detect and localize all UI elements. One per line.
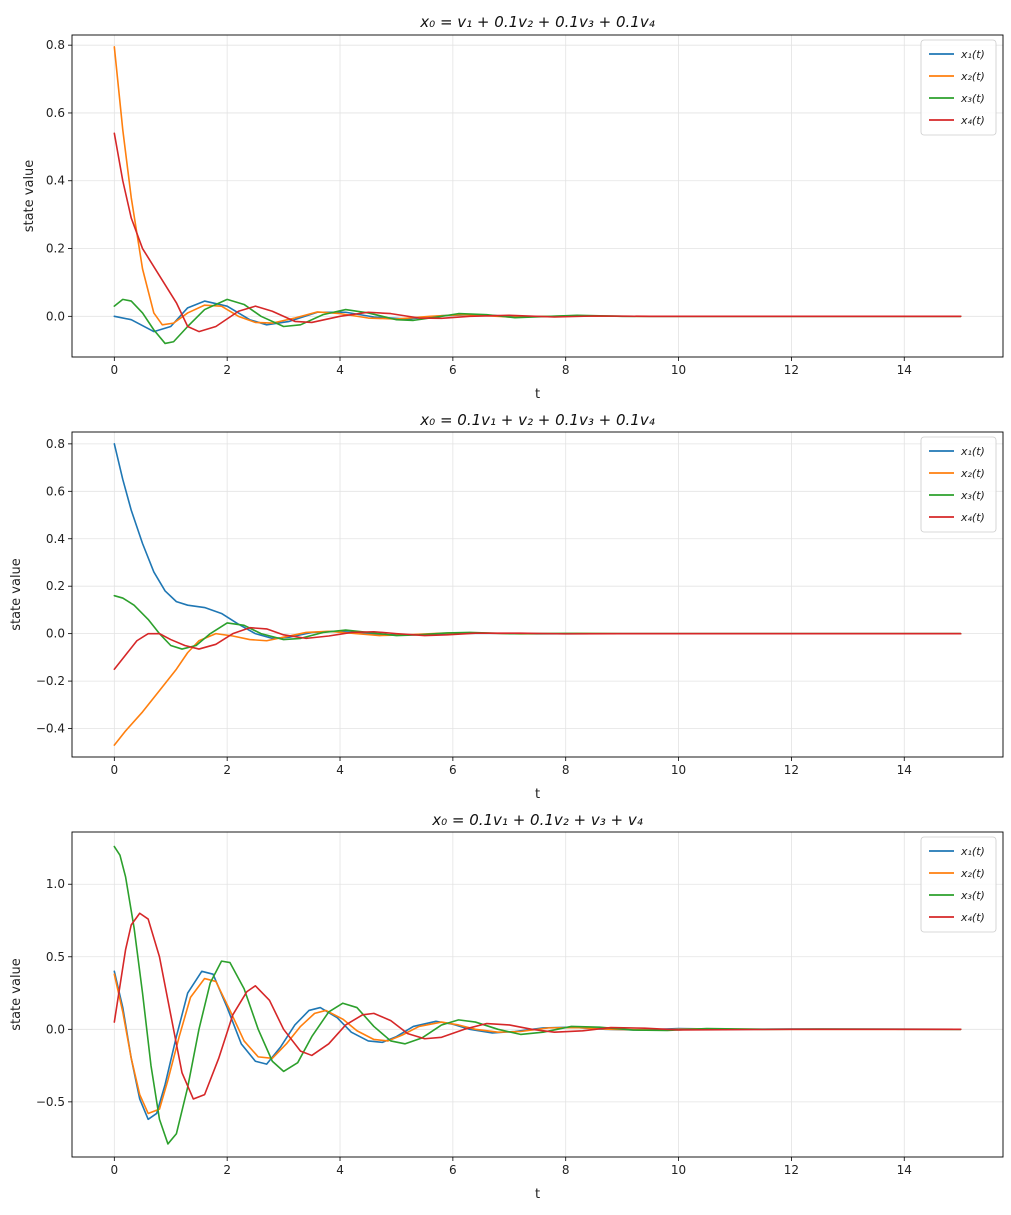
series-line-x3 [113, 298, 962, 345]
legend-label-x4: x₄(t) [960, 511, 985, 524]
y-tick-label: −0.4 [36, 722, 65, 736]
legend-label-x4: x₄(t) [960, 114, 985, 127]
legend-label-x2: x₂(t) [960, 467, 985, 480]
y-axis-label: state value [9, 958, 24, 1031]
y-tick-label: 0.0 [46, 1022, 65, 1036]
x-tick-label: 6 [449, 1163, 457, 1177]
legend-label-x1: x₁(t) [960, 445, 985, 458]
subplot-1: 0 2 4 6 8 10 12 14 0.0 0.2 0.4 0.6 0.8 x₀ = v₁ + 0.1v… [22, 13, 1004, 402]
y-tick-label: 0.0 [46, 627, 65, 641]
series-line-x4 [113, 132, 962, 333]
legend: x₁(t) x₂(t) x₃(t) x₄(t) [920, 836, 997, 933]
x-tick-label: 2 [223, 763, 231, 777]
x-tick-label: 14 [897, 763, 912, 777]
chart-title: x₀ = 0.1v₁ + v₂ + 0.1v₃ + 0.1v₄ [419, 411, 654, 429]
y-tick-label: 0.6 [46, 106, 65, 120]
y-axis-label: state value [9, 558, 24, 631]
x-tick-label: 6 [449, 363, 457, 377]
x-axis-label: t [535, 787, 540, 802]
x-axis-label: t [535, 1187, 540, 1202]
axes-frame [71, 34, 1004, 358]
x-axis-label: t [535, 387, 540, 402]
y-tick-label: −0.2 [36, 674, 65, 688]
legend-box [920, 836, 997, 933]
chart-title: x₀ = v₁ + 0.1v₂ + 0.1v₃ + 0.1v₄ [419, 13, 654, 31]
chart-title: x₀ = 0.1v₁ + 0.1v₂ + v₃ + v₄ [431, 811, 643, 829]
y-tick-label: −0.5 [36, 1095, 65, 1109]
y-tick-label: 0.2 [46, 242, 65, 256]
legend-label-x2: x₂(t) [960, 867, 985, 880]
subplot-2: 0 2 4 6 8 10 12 14 −0.4 −0.2 0.0 0.2 0.4 0.6 0.8 x₀ = 0… [9, 411, 1004, 802]
x-tick-label: 6 [449, 763, 457, 777]
y-tick-label: 0.8 [46, 437, 65, 451]
x-tick-label: 8 [562, 1163, 570, 1177]
legend: x₁(t) x₂(t) x₃(t) x₄(t) [920, 436, 997, 533]
x-tick-label: 12 [784, 763, 799, 777]
legend-label-x3: x₃(t) [960, 489, 985, 502]
x-tick-label: 0 [110, 1163, 118, 1177]
series-line-x4 [113, 626, 962, 671]
x-tick-label: 4 [336, 363, 344, 377]
x-tick-label: 12 [784, 363, 799, 377]
y-tick-label: 1.0 [46, 877, 65, 891]
legend-box [920, 39, 997, 136]
y-tick-label: 0.0 [46, 309, 65, 323]
y-tick-label: 0.2 [46, 579, 65, 593]
x-tick-label: 4 [336, 1163, 344, 1177]
legend: x₁(t) x₂(t) x₃(t) x₄(t) [920, 39, 997, 136]
legend-label-x3: x₃(t) [960, 92, 985, 105]
y-tick-label: 0.8 [46, 38, 65, 52]
x-tick-label: 10 [671, 1163, 686, 1177]
y-tick-label: 0.6 [46, 484, 65, 498]
axes-frame [71, 831, 1004, 1158]
series-line-x4 [113, 912, 962, 1100]
legend-label-x4: x₄(t) [960, 911, 985, 924]
x-tick-label: 14 [897, 363, 912, 377]
x-tick-label: 0 [110, 763, 118, 777]
y-tick-label: 0.5 [46, 950, 65, 964]
x-tick-label: 2 [223, 1163, 231, 1177]
axes-frame [71, 431, 1004, 758]
x-tick-label: 12 [784, 1163, 799, 1177]
plot-area [72, 432, 1003, 757]
x-tick-label: 10 [671, 363, 686, 377]
plot-area [72, 832, 1003, 1157]
legend-label-x1: x₁(t) [960, 845, 985, 858]
legend-label-x3: x₃(t) [960, 889, 985, 902]
legend-label-x2: x₂(t) [960, 70, 985, 83]
x-tick-label: 10 [671, 763, 686, 777]
plot-area [72, 35, 1003, 357]
x-tick-label: 2 [223, 363, 231, 377]
x-tick-label: 14 [897, 1163, 912, 1177]
x-tick-label: 8 [562, 763, 570, 777]
subplot-3: 0 2 4 6 8 10 12 14 −0.5 0.0 0.5 1.0 x₀ = 0.1v₁ + 0.1… [9, 811, 1004, 1202]
x-tick-label: 0 [110, 363, 118, 377]
series-line-x2 [113, 46, 962, 326]
x-tick-label: 4 [336, 763, 344, 777]
series-line-x3 [113, 845, 962, 1145]
x-tick-label: 8 [562, 363, 570, 377]
series-line-x2 [113, 973, 962, 1115]
y-tick-label: 0.4 [46, 174, 65, 188]
y-axis-label: state value [22, 160, 37, 233]
y-tick-label: 0.4 [46, 532, 65, 546]
legend-box [920, 436, 997, 533]
legend-label-x1: x₁(t) [960, 48, 985, 61]
